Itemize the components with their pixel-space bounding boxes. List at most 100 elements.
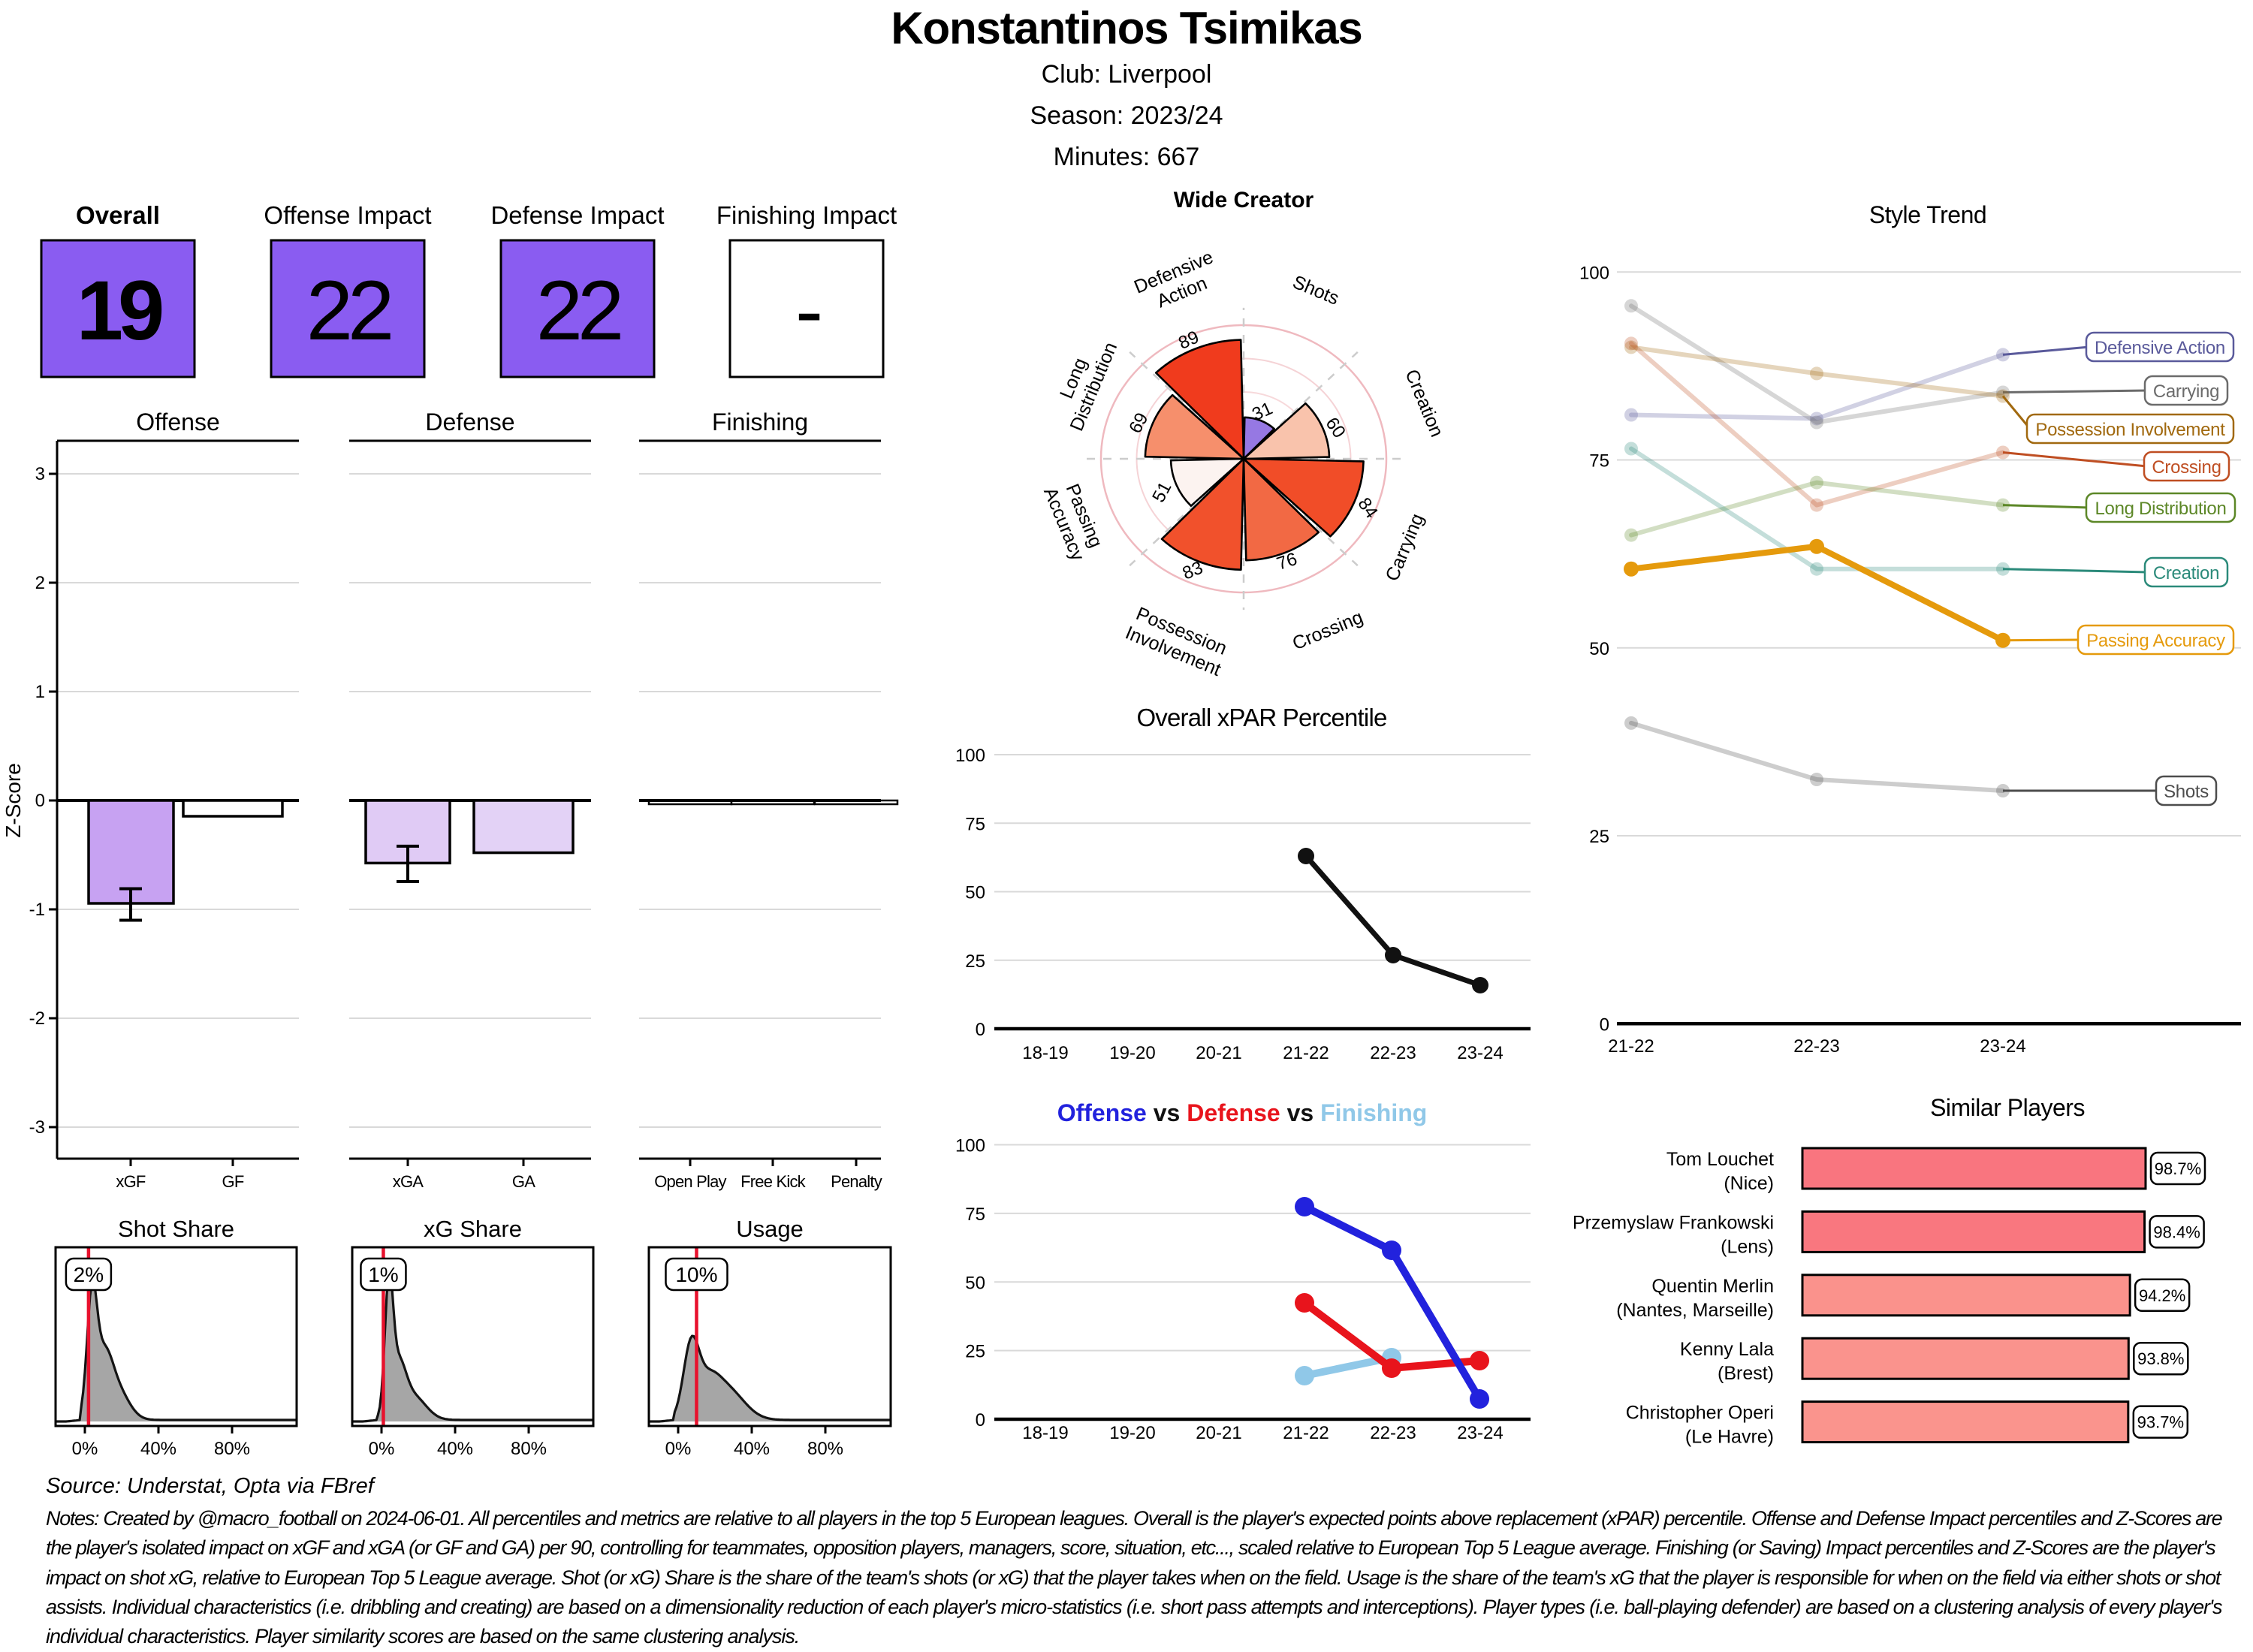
svg-text:(Nantes, Marseille): (Nantes, Marseille) <box>1616 1300 1774 1321</box>
svg-text:xGA: xGA <box>393 1172 424 1191</box>
svg-text:50: 50 <box>965 1273 985 1293</box>
svg-text:100: 100 <box>955 1136 985 1156</box>
svg-text:xGF: xGF <box>116 1172 146 1191</box>
svg-text:-3: -3 <box>29 1117 45 1138</box>
svg-text:Konstantinos Tsimikas: Konstantinos Tsimikas <box>891 3 1362 53</box>
svg-text:50: 50 <box>965 883 985 903</box>
svg-text:25: 25 <box>965 1342 985 1362</box>
svg-text:40%: 40% <box>437 1439 473 1459</box>
svg-text:23-24: 23-24 <box>1980 1036 2025 1057</box>
svg-text:1: 1 <box>35 682 45 702</box>
svg-text:80%: 80% <box>807 1439 843 1459</box>
svg-text:40%: 40% <box>140 1439 176 1459</box>
svg-text:Finishing: Finishing <box>712 408 808 436</box>
svg-text:Offense Impact: Offense Impact <box>264 201 431 229</box>
svg-text:Overall: Overall <box>76 201 160 229</box>
svg-text:0: 0 <box>1600 1014 1609 1035</box>
svg-text:xG Share: xG Share <box>424 1216 522 1242</box>
svg-text:Christopher Operi: Christopher Operi <box>1626 1403 1774 1424</box>
svg-text:Kenny Lala: Kenny Lala <box>1680 1339 1774 1360</box>
svg-text:22-23: 22-23 <box>1793 1036 1839 1057</box>
svg-text:Przemyslaw Frankowski: Przemyslaw Frankowski <box>1573 1212 1774 1233</box>
svg-text:GF: GF <box>222 1172 244 1191</box>
svg-text:Penalty: Penalty <box>831 1172 882 1191</box>
svg-text:0%: 0% <box>369 1439 395 1459</box>
svg-text:98.7%: 98.7% <box>2155 1159 2201 1178</box>
svg-text:94.2%: 94.2% <box>2139 1286 2185 1305</box>
svg-text:Open Play: Open Play <box>654 1172 726 1191</box>
svg-text:Season: 2023/24: Season: 2023/24 <box>1030 101 1223 130</box>
svg-text:Z-Score: Z-Score <box>2 763 25 838</box>
svg-text:GA: GA <box>512 1172 535 1191</box>
svg-text:assists. Individual characteri: assists. Individual characteristics (i.e… <box>46 1596 2222 1618</box>
svg-text:0%: 0% <box>72 1439 98 1459</box>
svg-text:Tom Louchet: Tom Louchet <box>1666 1149 1774 1170</box>
svg-text:19-20: 19-20 <box>1109 1423 1155 1443</box>
svg-text:93.8%: 93.8% <box>2137 1349 2184 1368</box>
svg-text:Style Trend: Style Trend <box>1869 201 1986 228</box>
svg-text:impact on shot xG, relative to: impact on shot xG, relative to European … <box>46 1566 2222 1589</box>
svg-text:21-22: 21-22 <box>1283 1423 1329 1443</box>
svg-text:Shot Share: Shot Share <box>118 1216 234 1242</box>
svg-text:93.7%: 93.7% <box>2137 1413 2184 1432</box>
svg-text:Passing Accuracy: Passing Accuracy <box>2086 631 2225 651</box>
svg-text:18-19: 18-19 <box>1022 1423 1068 1443</box>
svg-text:2: 2 <box>35 573 45 593</box>
svg-text:Finishing Impact: Finishing Impact <box>716 201 897 229</box>
svg-text:Creation: Creation <box>2153 563 2219 583</box>
svg-text:-1: -1 <box>29 900 45 920</box>
svg-text:Defensive Action: Defensive Action <box>2095 338 2225 358</box>
svg-text:Offense vs Defense vs Fini: Offense vs Defense vs Finishing <box>1057 1099 1428 1126</box>
svg-text:0: 0 <box>976 1020 985 1040</box>
svg-text:Possession Involvement: Possession Involvement <box>2035 420 2225 440</box>
svg-text:Similar Players: Similar Players <box>1930 1094 2085 1121</box>
svg-text:22: 22 <box>306 264 391 357</box>
svg-text:(Le Havre): (Le Havre) <box>1685 1427 1774 1448</box>
svg-text:Quentin Merlin: Quentin Merlin <box>1651 1276 1774 1297</box>
svg-text:21-22: 21-22 <box>1608 1036 1654 1057</box>
svg-text:75: 75 <box>1589 451 1609 472</box>
svg-text:80%: 80% <box>511 1439 547 1459</box>
svg-text:(Brest): (Brest) <box>1718 1363 1774 1384</box>
svg-text:3: 3 <box>35 464 45 484</box>
svg-text:individual characteristics. Pl: individual characteristics. Player simil… <box>46 1625 799 1647</box>
svg-text:100: 100 <box>1579 263 1609 283</box>
svg-text:Wide Creator: Wide Creator <box>1174 188 1314 213</box>
svg-text:Shots: Shots <box>2164 782 2209 802</box>
svg-text:23-24: 23-24 <box>1457 1423 1503 1443</box>
svg-text:0: 0 <box>976 1410 985 1430</box>
svg-text:Carrying: Carrying <box>2153 381 2219 402</box>
svg-text:Long Distribution: Long Distribution <box>2095 499 2226 519</box>
svg-text:19-20: 19-20 <box>1109 1043 1155 1063</box>
svg-text:Usage: Usage <box>736 1216 804 1242</box>
svg-text:20-21: 20-21 <box>1196 1423 1241 1443</box>
svg-text:Defense Impact: Defense Impact <box>490 201 664 229</box>
svg-text:75: 75 <box>965 814 985 834</box>
svg-text:100: 100 <box>955 746 985 766</box>
svg-text:Offense: Offense <box>136 408 219 436</box>
svg-text:(Lens): (Lens) <box>1721 1236 1774 1257</box>
svg-text:20-21: 20-21 <box>1196 1043 1241 1063</box>
svg-text:22: 22 <box>536 264 620 357</box>
svg-text:Defense: Defense <box>425 408 514 436</box>
svg-text:10%: 10% <box>675 1263 717 1286</box>
svg-text:22-23: 22-23 <box>1370 1423 1416 1443</box>
svg-text:Overall xPAR Percentile: Overall xPAR Percentile <box>1136 704 1386 731</box>
svg-text:23-24: 23-24 <box>1457 1043 1503 1063</box>
svg-text:50: 50 <box>1589 639 1609 659</box>
svg-text:2%: 2% <box>74 1263 104 1286</box>
svg-text:the player's isolated impact o: the player's isolated impact on xGF and … <box>46 1536 2215 1559</box>
svg-text:-2: -2 <box>29 1008 45 1029</box>
svg-text:21-22: 21-22 <box>1283 1043 1329 1063</box>
svg-text:0: 0 <box>35 791 45 811</box>
svg-text:22-23: 22-23 <box>1370 1043 1416 1063</box>
svg-text:25: 25 <box>965 951 985 972</box>
svg-text:-: - <box>795 264 820 357</box>
svg-text:75: 75 <box>965 1204 985 1225</box>
svg-text:80%: 80% <box>214 1439 250 1459</box>
svg-text:19: 19 <box>77 264 162 357</box>
svg-text:1%: 1% <box>368 1263 398 1286</box>
svg-text:25: 25 <box>1589 827 1609 847</box>
svg-text:40%: 40% <box>734 1439 770 1459</box>
svg-text:98.4%: 98.4% <box>2153 1222 2200 1241</box>
